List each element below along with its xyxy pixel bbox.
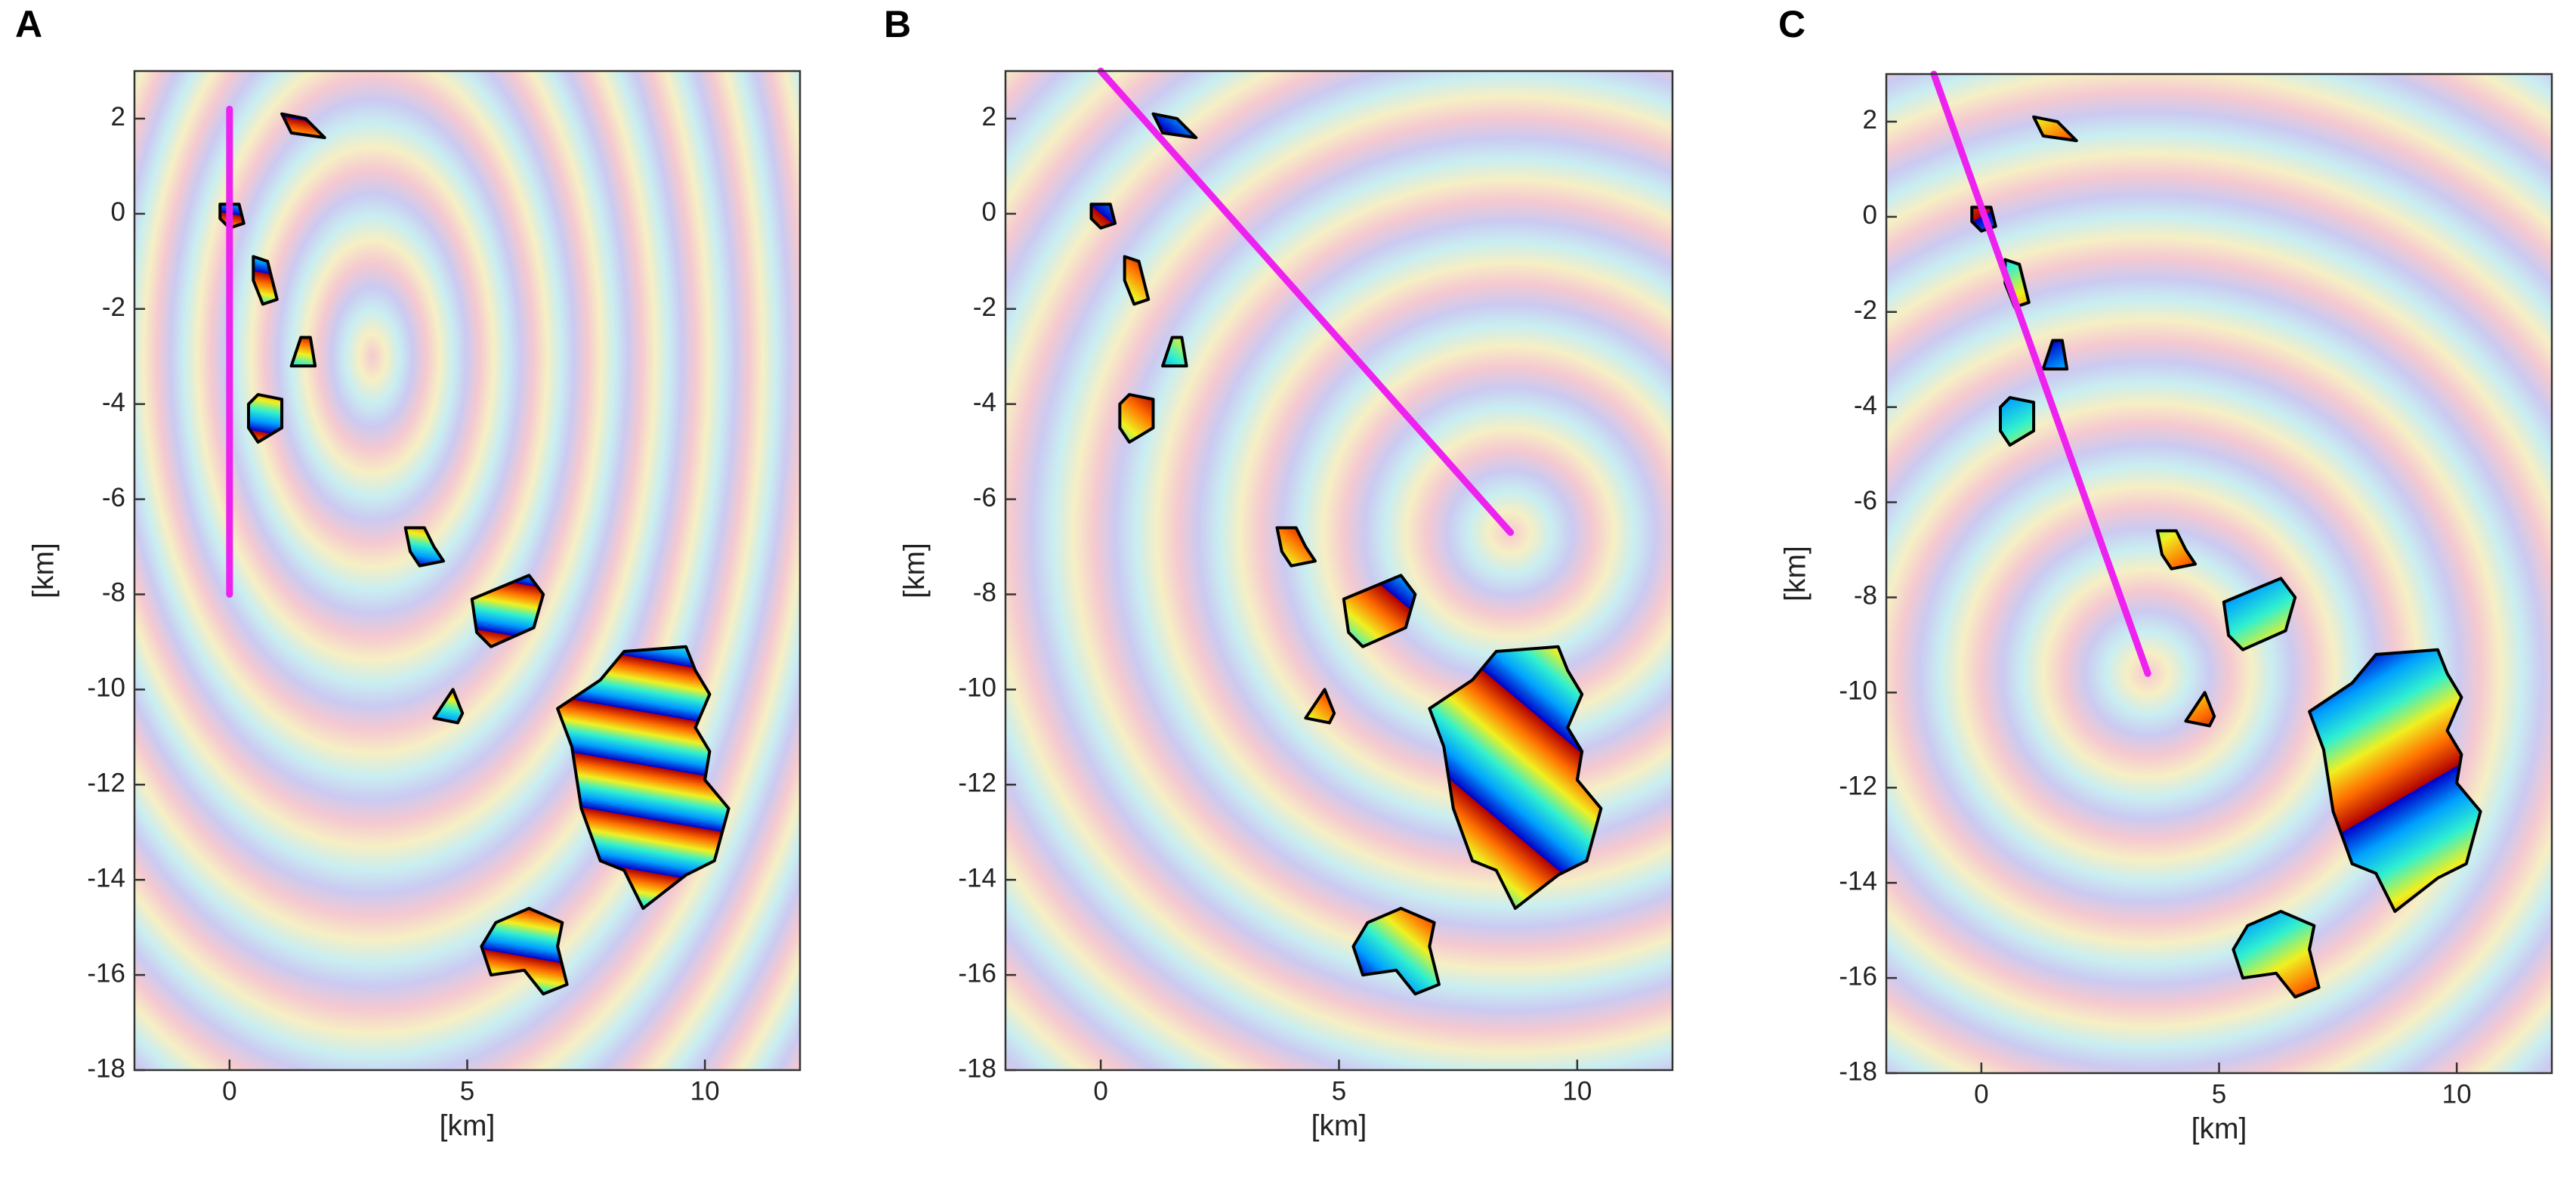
y-tick-label: -16 (1839, 961, 1877, 991)
y-tick-label: 2 (1863, 105, 1877, 135)
y-tick-label: -6 (1854, 486, 1877, 515)
y-tick-label: -10 (1839, 676, 1877, 706)
interferogram-background (1005, 71, 1673, 1070)
x-tick-label: 5 (2212, 1079, 2226, 1109)
y-tick-label: -12 (1839, 772, 1877, 801)
y-axis-label: [km] (898, 543, 931, 599)
y-tick-label: -8 (973, 578, 996, 608)
y-tick-label: -6 (102, 483, 125, 512)
panel: 0 5 10 -18 -16 -14 -12 -10 -8 -6 -4 -2 0 2 [km] [km] C (1778, 3, 2552, 1145)
y-tick-label: 0 (1863, 200, 1877, 230)
y-tick-label: -18 (87, 1053, 125, 1083)
x-axis-label: [km] (1311, 1109, 1367, 1142)
interferogram-background (134, 71, 800, 1070)
y-tick-label: -10 (958, 673, 996, 703)
y-tick-label: -14 (87, 863, 125, 893)
y-tick-label: -6 (973, 483, 996, 512)
x-tick-label: 0 (1974, 1079, 1988, 1109)
x-tick-label: 0 (222, 1076, 236, 1106)
y-axis-label: [km] (1779, 546, 1812, 602)
y-tick-label: 2 (111, 102, 125, 131)
fault-trace (1097, 67, 1515, 537)
y-tick-label: -16 (87, 958, 125, 988)
y-tick-label: -16 (958, 958, 996, 988)
x-axis-label: [km] (2191, 1112, 2247, 1145)
y-tick-label: -12 (87, 769, 125, 798)
fault-trace (1930, 70, 2151, 677)
interferogram-background (1886, 74, 2552, 1073)
y-tick-label: -14 (958, 863, 996, 893)
y-tick-label: -4 (102, 388, 125, 417)
y-tick-label: 0 (111, 197, 125, 227)
panel: 0 5 10 -18 -16 -14 -12 -10 -8 -6 -4 -2 0 2 [km] [km] B (884, 3, 1673, 1142)
y-tick-label: -8 (102, 578, 125, 608)
x-tick-label: 5 (460, 1076, 474, 1106)
x-tick-label: 10 (690, 1076, 720, 1106)
panel-label: C (1778, 3, 1805, 45)
y-tick-label: 0 (982, 197, 996, 227)
y-tick-label: -18 (958, 1053, 996, 1083)
x-tick-label: 10 (1562, 1076, 1592, 1106)
x-tick-label: 0 (1093, 1076, 1107, 1106)
y-tick-label: -4 (1854, 391, 1877, 420)
y-tick-label: -2 (973, 292, 996, 322)
x-tick-label: 5 (1332, 1076, 1346, 1106)
y-tick-label: 2 (982, 102, 996, 131)
y-tick-label: -14 (1839, 866, 1877, 896)
y-tick-label: -4 (973, 388, 996, 417)
x-tick-label: 10 (2442, 1079, 2472, 1109)
y-tick-label: -10 (87, 673, 125, 703)
y-tick-label: -2 (102, 292, 125, 322)
y-tick-label: -2 (1854, 295, 1877, 325)
y-axis-label: [km] (27, 543, 60, 599)
y-tick-label: -12 (958, 769, 996, 798)
x-axis-label: [km] (440, 1109, 496, 1142)
panel-label: B (884, 3, 911, 45)
y-tick-label: -18 (1839, 1057, 1877, 1086)
y-tick-label: -8 (1854, 581, 1877, 611)
panel-label: A (15, 3, 42, 45)
panel: 0 5 10 -18 -16 -14 -12 -10 -8 -6 -4 -2 0 2 [km] [km] A (15, 3, 800, 1142)
